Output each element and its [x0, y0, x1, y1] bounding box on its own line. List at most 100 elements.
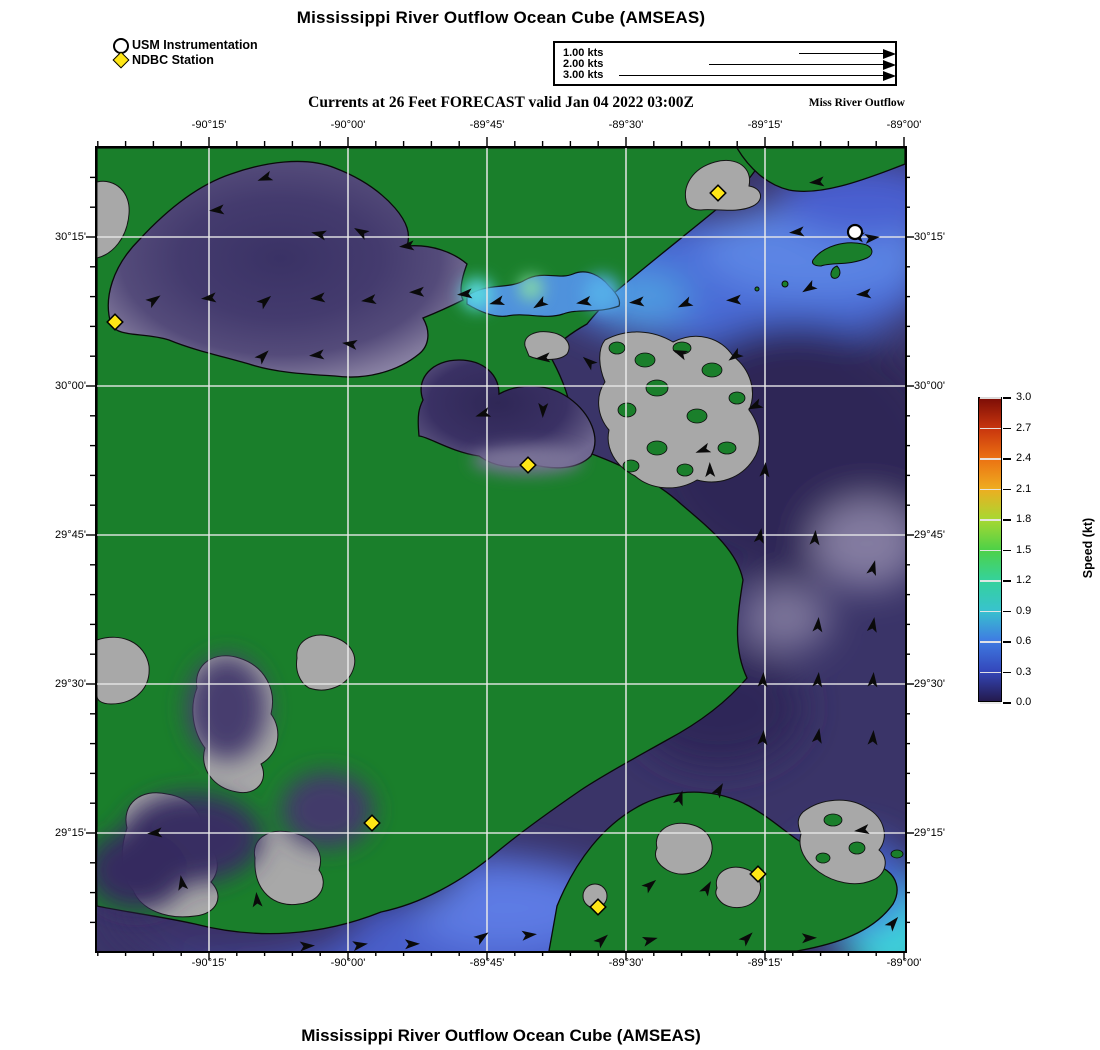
- current-arrow-icon: [641, 879, 657, 894]
- current-arrow-icon: [535, 352, 551, 363]
- lon-tick-label-bottom: -89°15': [747, 957, 783, 969]
- current-arrow-icon: [147, 827, 163, 838]
- scale-row-label: 2.00 kts: [563, 58, 604, 70]
- page-title: Mississippi River Outflow Ocean Cube (AM…: [296, 8, 706, 27]
- colorbar-tick: [1003, 427, 1011, 429]
- colorbar-tick-label: 0.3: [1016, 665, 1032, 678]
- current-arrow-icon: [473, 932, 489, 946]
- colorbar-tick-label: 1.8: [1016, 513, 1032, 525]
- colorbar-tick: [1003, 397, 1011, 399]
- ndbc-diamond-icon: [112, 51, 130, 69]
- current-arrow-icon: [711, 783, 723, 799]
- current-arrow-icon: [354, 228, 370, 240]
- lon-tick-label-top: -89°00': [886, 119, 922, 131]
- ndbc-station-marker: [106, 313, 124, 331]
- current-arrow-icon: [178, 875, 189, 891]
- legend-label-diamond: NDBC Station: [132, 53, 214, 67]
- colorbar-tick: [1003, 610, 1011, 612]
- current-arrow-icon: [699, 881, 711, 897]
- lat-tick-label-left: 29°30': [55, 678, 86, 690]
- lon-tick-label-top: -90°00': [330, 119, 366, 131]
- ndbc-station-marker: [363, 814, 381, 832]
- colorbar-tick: [1003, 702, 1011, 704]
- lon-tick-label-bottom: -90°15': [191, 957, 227, 969]
- scale-arrowhead-icon: [883, 71, 896, 81]
- colorbar-gridmark: [979, 397, 1001, 399]
- colorbar-tick-label: 3.0: [1016, 391, 1032, 403]
- current-arrow-icon: [867, 730, 878, 746]
- scale-row-line: [709, 64, 885, 65]
- current-arrow-icon: [811, 728, 822, 744]
- lat-tick-label-right: 29°30': [914, 678, 945, 690]
- legend-label-circle: USM Instrumentation: [132, 38, 258, 52]
- scale-arrowhead-icon: [883, 60, 896, 70]
- colorbar-gridmark: [979, 458, 1001, 460]
- colorbar-gridmark: [979, 702, 1001, 704]
- current-arrow-icon: [257, 170, 274, 181]
- current-arrow-icon: [728, 347, 744, 361]
- colorbar-tick-label: 0.0: [1016, 696, 1032, 708]
- ndbc-station-marker: [519, 456, 537, 474]
- lat-tick-label-left: 29°15': [55, 827, 86, 839]
- vector-scale-legend: 1.00 kts 2.00 kts 3.00 kts: [553, 41, 897, 86]
- current-arrow-icon: [757, 672, 768, 688]
- colorbar-gridmark: [979, 519, 1001, 521]
- current-arrow-icon: [705, 462, 716, 478]
- scale-row-line: [619, 75, 885, 76]
- colorbar-gridmark: [979, 671, 1001, 673]
- current-arrows: [145, 170, 899, 951]
- current-arrow-icon: [812, 672, 823, 688]
- lon-tick-label-top: -90°15': [191, 119, 227, 131]
- current-arrow-icon: [576, 295, 592, 306]
- colorbar-tick-label: 1.5: [1016, 543, 1032, 556]
- current-arrow-icon: [311, 230, 327, 241]
- current-arrow-icon: [209, 204, 225, 215]
- scale-row-label: 3.00 kts: [563, 69, 604, 81]
- colorbar-tick: [1003, 549, 1011, 551]
- colorbar-tick-label: 0.9: [1016, 604, 1032, 617]
- current-arrow-icon: [747, 398, 764, 410]
- current-arrow-icon: [361, 294, 377, 304]
- current-arrow-icon: [809, 530, 820, 546]
- colorbar-tick: [1003, 580, 1011, 582]
- lat-tick-label-left: 30°00': [55, 380, 86, 392]
- colorbar-gridmark: [979, 641, 1001, 643]
- colorbar-tick: [1003, 641, 1011, 643]
- current-arrow-icon: [309, 349, 325, 360]
- lon-tick-label-bottom: -90°00': [330, 957, 366, 969]
- colorbar-tick-label: 1.2: [1016, 574, 1032, 586]
- current-arrow-icon: [677, 296, 694, 308]
- current-arrow-icon: [538, 402, 549, 418]
- colorbar-tick: [1003, 488, 1011, 490]
- current-arrow-icon: [854, 824, 870, 834]
- lakes: [107, 160, 621, 469]
- ndbc-station-marker: [589, 898, 607, 916]
- barrier-island: [754, 242, 873, 292]
- stations: [106, 184, 864, 916]
- current-arrow-icon: [738, 932, 753, 947]
- colorbar-gridmark: [979, 610, 1001, 612]
- current-arrow-icon: [342, 340, 358, 350]
- lat-tick-label-right: 30°15': [914, 231, 945, 243]
- current-arrow-icon: [521, 930, 537, 941]
- lat-tick-label-right: 29°45': [914, 529, 945, 541]
- colorbar-gridmark: [979, 580, 1001, 582]
- current-arrow-icon: [399, 240, 415, 251]
- annotation-miss-river-outflow: Miss River Outflow: [808, 97, 905, 109]
- current-arrow-icon: [409, 286, 425, 297]
- ndbc-station-marker: [709, 184, 727, 202]
- current-arrow-icon: [812, 617, 823, 633]
- current-arrow-icon: [753, 528, 764, 544]
- current-arrow-icon: [352, 941, 368, 951]
- current-arrow-icon: [254, 350, 269, 365]
- colorbar-tick: [1003, 519, 1011, 521]
- current-arrow-icon: [695, 442, 712, 453]
- scale-row-line: [799, 53, 885, 54]
- current-arrow-icon: [582, 356, 598, 371]
- gridlines: [97, 148, 905, 951]
- current-arrow-icon: [866, 560, 877, 577]
- current-arrow-icon: [726, 294, 742, 305]
- current-arrow-icon: [533, 296, 549, 309]
- pass-glows: [461, 275, 620, 474]
